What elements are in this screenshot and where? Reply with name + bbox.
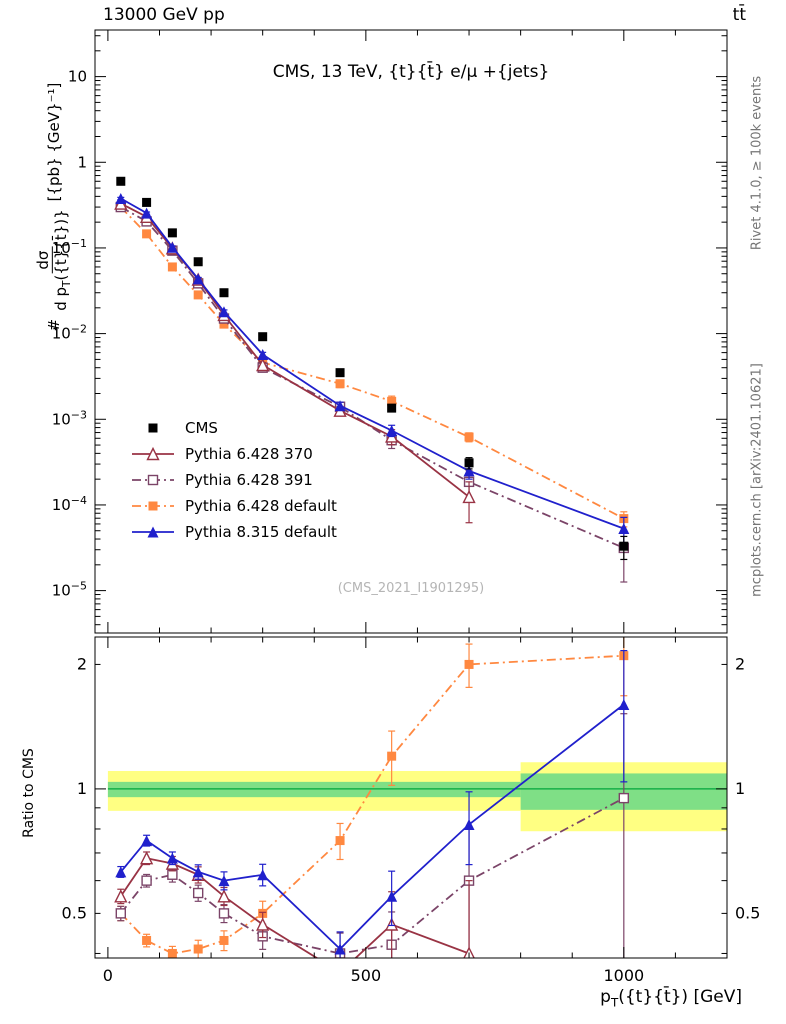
legend-label-pythia8-default: Pythia 8.315 default — [185, 522, 337, 541]
tick-label: 10 — [68, 68, 87, 86]
process-label: tt̄ — [732, 5, 746, 25]
y-axis-title-numerator: dσ — [34, 246, 54, 274]
tick-label: 1 — [735, 779, 745, 798]
series-pythia8-default-ratio — [115, 650, 630, 958]
y-axis-title-units: [{pb} {GeV}⁻¹] — [45, 82, 63, 202]
y-axis-title-main: # dσ d pT({t}{t̄})} [{pb} {GeV}⁻¹] — [34, 82, 74, 332]
tick-label: 0 — [103, 966, 113, 985]
legend-item-cms: CMS — [130, 416, 337, 439]
tick-label: 10−2 — [52, 323, 87, 343]
series-pythia8-default-main — [115, 192, 630, 546]
legend-item-pythia6-391: Pythia 6.428 391 — [130, 468, 337, 491]
tick-label: 2 — [735, 654, 745, 673]
mcplots-credit-label: mcplots.cern.ch [arXiv:2401.10621] — [749, 363, 765, 597]
ratio-panel-series — [114, 637, 630, 958]
main-panel-frame — [94, 29, 728, 634]
tick-label: 0.5 — [735, 903, 760, 922]
tick-label: 500 — [351, 966, 382, 985]
legend-marker-pythia6-default — [132, 501, 174, 510]
analysis-watermark: (CMS_2021_I1901295) — [337, 581, 485, 596]
legend-item-pythia6-370: Pythia 6.428 370 — [130, 442, 337, 465]
legend-marker-pythia6-370 — [132, 446, 174, 460]
legend-marker-pythia8-default — [132, 526, 174, 537]
series-cms-main — [116, 176, 629, 561]
y-axis-title-ratio: Ratio to CMS — [21, 748, 37, 838]
y-axis-title-prefix: # — [45, 318, 63, 332]
legend-label-pythia6-default: Pythia 6.428 default — [185, 496, 337, 515]
legend-item-pythia8-default: Pythia 8.315 default — [130, 520, 337, 543]
legend-marker-cms — [148, 423, 158, 432]
tick-label: 1000 — [603, 966, 644, 985]
main-panel-series — [114, 176, 630, 583]
tick-label: 10−5 — [52, 580, 87, 600]
tick-label: 0.5 — [62, 903, 87, 922]
legend-label-pythia6-370: Pythia 6.428 370 — [185, 444, 313, 463]
tick-label: 2 — [77, 654, 87, 673]
legend: CMS Pythia 6.428 370 Pythia 6.428 391 Py… — [130, 416, 337, 543]
legend-item-pythia6-default: Pythia 6.428 default — [130, 494, 337, 517]
legend-marker-pythia6-391 — [132, 474, 174, 485]
x-axis-title: pT({t}{t̄}) [GeV] — [600, 987, 742, 1010]
y-axis-title-fraction: dσ d pT({t}{t̄})} — [34, 207, 74, 312]
ratio-uncertainty-bands — [107, 762, 727, 832]
beam-energy-label: 13000 GeV pp — [103, 5, 225, 25]
tick-label: 10−4 — [52, 494, 87, 514]
series-pythia6-391-ratio — [115, 713, 630, 958]
rivet-version-label: Rivet 4.1.0, ≥ 100k events — [749, 75, 765, 251]
legend-label-cms: CMS — [185, 418, 218, 437]
tick-label: 1 — [77, 153, 87, 171]
plot-title: CMS, 13 TeV, {t}{t̄} e/μ +{jets} — [272, 62, 550, 82]
ratio-panel-frame — [94, 636, 728, 959]
legend-label-pythia6-391: Pythia 6.428 391 — [185, 470, 313, 489]
y-axis-title-denominator: d pT({t}{t̄})} — [52, 209, 74, 311]
tick-label: 10−3 — [52, 408, 87, 428]
tick-label: 10−1 — [52, 237, 87, 257]
tick-label: 1 — [77, 779, 87, 798]
